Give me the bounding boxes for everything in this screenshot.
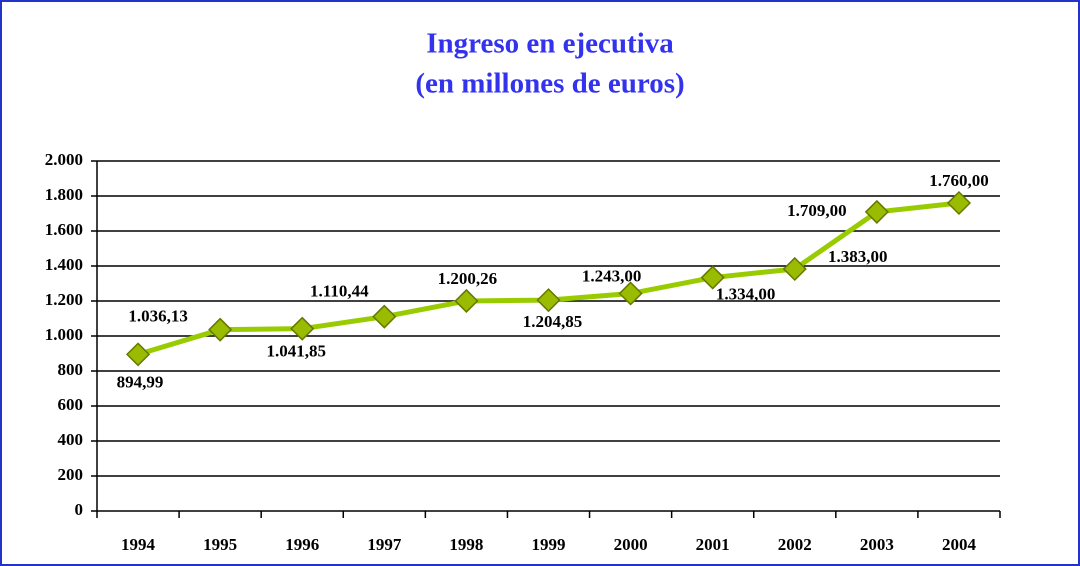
y-tick-label: 600 (58, 395, 84, 414)
marker (290, 316, 315, 341)
data-label: 1.200,26 (438, 269, 498, 288)
y-tick-label: 200 (58, 465, 84, 484)
marker (125, 342, 151, 367)
data-label: 1.041,85 (266, 342, 326, 361)
marker (618, 281, 643, 306)
y-tick-label: 1.800 (45, 185, 83, 204)
y-tick-label: 1.000 (45, 325, 83, 344)
x-tick-label: 1998 (449, 535, 483, 554)
x-tick-label: 1999 (532, 535, 566, 554)
y-tick-label: 0 (75, 500, 84, 519)
x-tick-label: 1997 (367, 535, 402, 554)
y-tick-label: 2.000 (45, 150, 83, 169)
x-tick-label: 2004 (942, 535, 977, 554)
marker (700, 265, 725, 290)
y-tick-label: 1.600 (45, 220, 83, 239)
marker (454, 288, 479, 314)
marker (372, 304, 397, 329)
data-label: 1.243,00 (582, 266, 642, 285)
data-label: 1.383,00 (828, 247, 888, 266)
x-tick-label: 1996 (285, 535, 319, 554)
x-tick-label: 2003 (860, 535, 894, 554)
marker (946, 190, 972, 216)
data-label: 1.760,00 (929, 171, 989, 190)
data-label: 1.110,44 (310, 282, 369, 301)
marker (782, 256, 807, 282)
chart-title: (en millones de euros) (415, 68, 684, 100)
x-tick-label: 2001 (696, 535, 730, 554)
x-tick-label: 2000 (614, 535, 648, 554)
x-tick-label: 2002 (778, 535, 812, 554)
data-label: 894,99 (117, 372, 164, 391)
marker (864, 199, 889, 224)
data-label: 1.709,00 (787, 201, 847, 220)
x-tick-label: 1995 (203, 535, 237, 554)
data-label: 1.036,13 (128, 307, 188, 326)
y-tick-label: 1.400 (45, 255, 83, 274)
y-tick-label: 400 (58, 430, 84, 449)
chart-title: Ingreso en ejecutiva (426, 28, 674, 60)
y-tick-label: 800 (58, 360, 84, 379)
y-tick-label: 1.200 (45, 290, 83, 309)
data-label: 1.204,85 (523, 312, 583, 331)
marker (536, 288, 561, 313)
data-label: 1.334,00 (716, 284, 776, 303)
x-tick-label: 1994 (121, 535, 156, 554)
marker (208, 317, 233, 342)
